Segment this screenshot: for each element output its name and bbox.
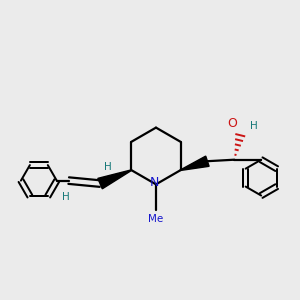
Text: H: H bbox=[250, 121, 258, 131]
Polygon shape bbox=[180, 156, 209, 170]
Text: H: H bbox=[62, 192, 70, 202]
Text: O: O bbox=[227, 117, 237, 130]
Text: Me: Me bbox=[148, 214, 164, 224]
Text: N: N bbox=[150, 176, 159, 189]
Polygon shape bbox=[98, 170, 131, 189]
Text: H: H bbox=[103, 162, 111, 172]
